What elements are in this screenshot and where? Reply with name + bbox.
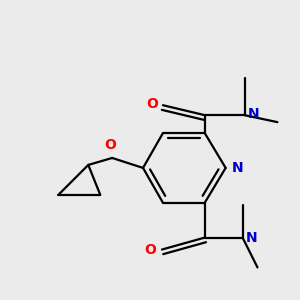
Text: O: O xyxy=(145,242,157,256)
Text: N: N xyxy=(246,231,257,244)
Text: N: N xyxy=(248,107,259,121)
Text: O: O xyxy=(105,138,117,152)
Text: N: N xyxy=(232,161,244,175)
Text: O: O xyxy=(147,97,158,111)
